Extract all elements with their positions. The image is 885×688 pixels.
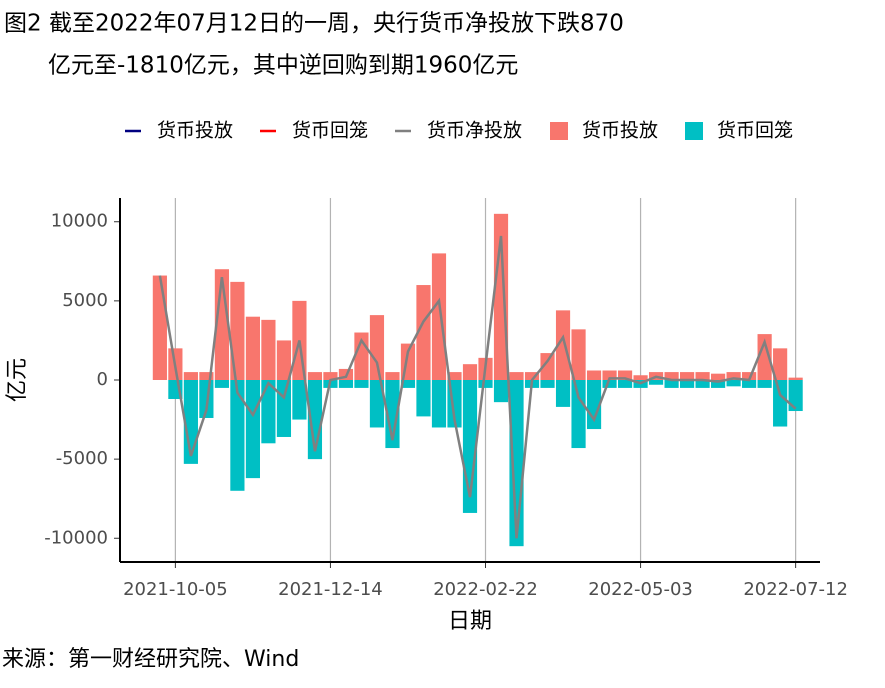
bar: [788, 377, 803, 380]
bar: [680, 372, 695, 380]
bar: [633, 375, 648, 380]
bar: [571, 380, 586, 449]
bar: [509, 372, 524, 380]
legend-label: 货币投放: [582, 120, 658, 142]
bar: [602, 380, 617, 388]
x-tick-label: 2022-07-12: [743, 579, 848, 600]
chart-subtitle: 亿元至-1810亿元，其中逆回购到期1960亿元: [48, 53, 518, 79]
legend-key: [550, 122, 568, 140]
bar: [245, 380, 260, 479]
bar: [245, 316, 260, 380]
x-tick-label: 2022-02-22: [433, 579, 538, 600]
x-axis-label: 日期: [448, 609, 492, 634]
bar: [385, 380, 400, 449]
bar: [726, 380, 741, 387]
y-tick-label: 0: [97, 369, 108, 390]
bar: [680, 380, 695, 388]
bar: [292, 380, 307, 420]
legend-key: [685, 122, 703, 140]
bar: [431, 253, 447, 380]
bar: [540, 353, 555, 380]
bar: [447, 372, 462, 380]
bar: [664, 372, 679, 380]
bar: [555, 310, 571, 380]
bar: [695, 380, 710, 388]
bar: [431, 380, 447, 428]
bar: [183, 372, 198, 380]
bar: [230, 380, 245, 491]
bar: [261, 319, 276, 380]
bar: [400, 380, 416, 388]
bar: [742, 372, 757, 380]
bar: [276, 380, 292, 437]
bar: [199, 372, 214, 380]
x-tick-label: 2021-10-05: [123, 579, 228, 600]
y-tick-label: 10000: [51, 211, 108, 232]
chart-title: 图2 截至2022年07月12日的一周，央行货币净投放下跌870: [4, 11, 624, 37]
bar: [617, 380, 633, 388]
bar: [726, 372, 741, 380]
bar: [773, 348, 788, 380]
bar: [354, 380, 369, 388]
bar: [648, 380, 664, 385]
bar: [757, 380, 772, 388]
bar: [261, 380, 276, 444]
bar: [323, 372, 338, 380]
bar: [230, 281, 245, 380]
y-axis-label: 亿元: [5, 358, 30, 402]
bar: [152, 275, 167, 380]
source-note: 来源：第一财经研究院、Wind: [2, 647, 299, 672]
bar: [788, 380, 803, 412]
bar: [540, 380, 555, 388]
bar: [276, 340, 292, 380]
bar: [478, 380, 493, 388]
bar: [711, 373, 726, 380]
legend-label: 货币回笼: [717, 120, 793, 142]
bar: [385, 372, 400, 380]
bar: [571, 329, 586, 380]
legend-label: 货币净投放: [427, 120, 522, 142]
bar: [462, 364, 478, 380]
bar: [214, 380, 229, 388]
bar: [493, 380, 509, 403]
bar: [416, 285, 431, 380]
bar: [617, 370, 633, 380]
bar: [664, 380, 679, 388]
bar: [695, 372, 710, 380]
bar: [711, 380, 726, 388]
bar: [757, 334, 772, 380]
bar: [773, 380, 788, 427]
bar: [555, 380, 571, 407]
bar: [416, 380, 431, 417]
bar: [524, 372, 540, 380]
bar: [307, 372, 323, 380]
bar: [586, 380, 602, 430]
y-tick-label: 5000: [62, 290, 108, 311]
x-tick-label: 2022-05-03: [588, 579, 693, 600]
bar: [338, 380, 354, 388]
y-tick-label: -10000: [44, 527, 108, 548]
bar: [742, 380, 757, 388]
bar: [369, 380, 385, 428]
bar: [369, 315, 385, 380]
bar: [586, 370, 602, 380]
y-tick-label: -5000: [56, 448, 108, 469]
legend-label: 货币投放: [157, 120, 233, 142]
legend-label: 货币回笼: [292, 120, 368, 142]
line: [158, 235, 797, 539]
bar: [602, 370, 617, 380]
x-tick-label: 2021-12-14: [278, 579, 383, 600]
